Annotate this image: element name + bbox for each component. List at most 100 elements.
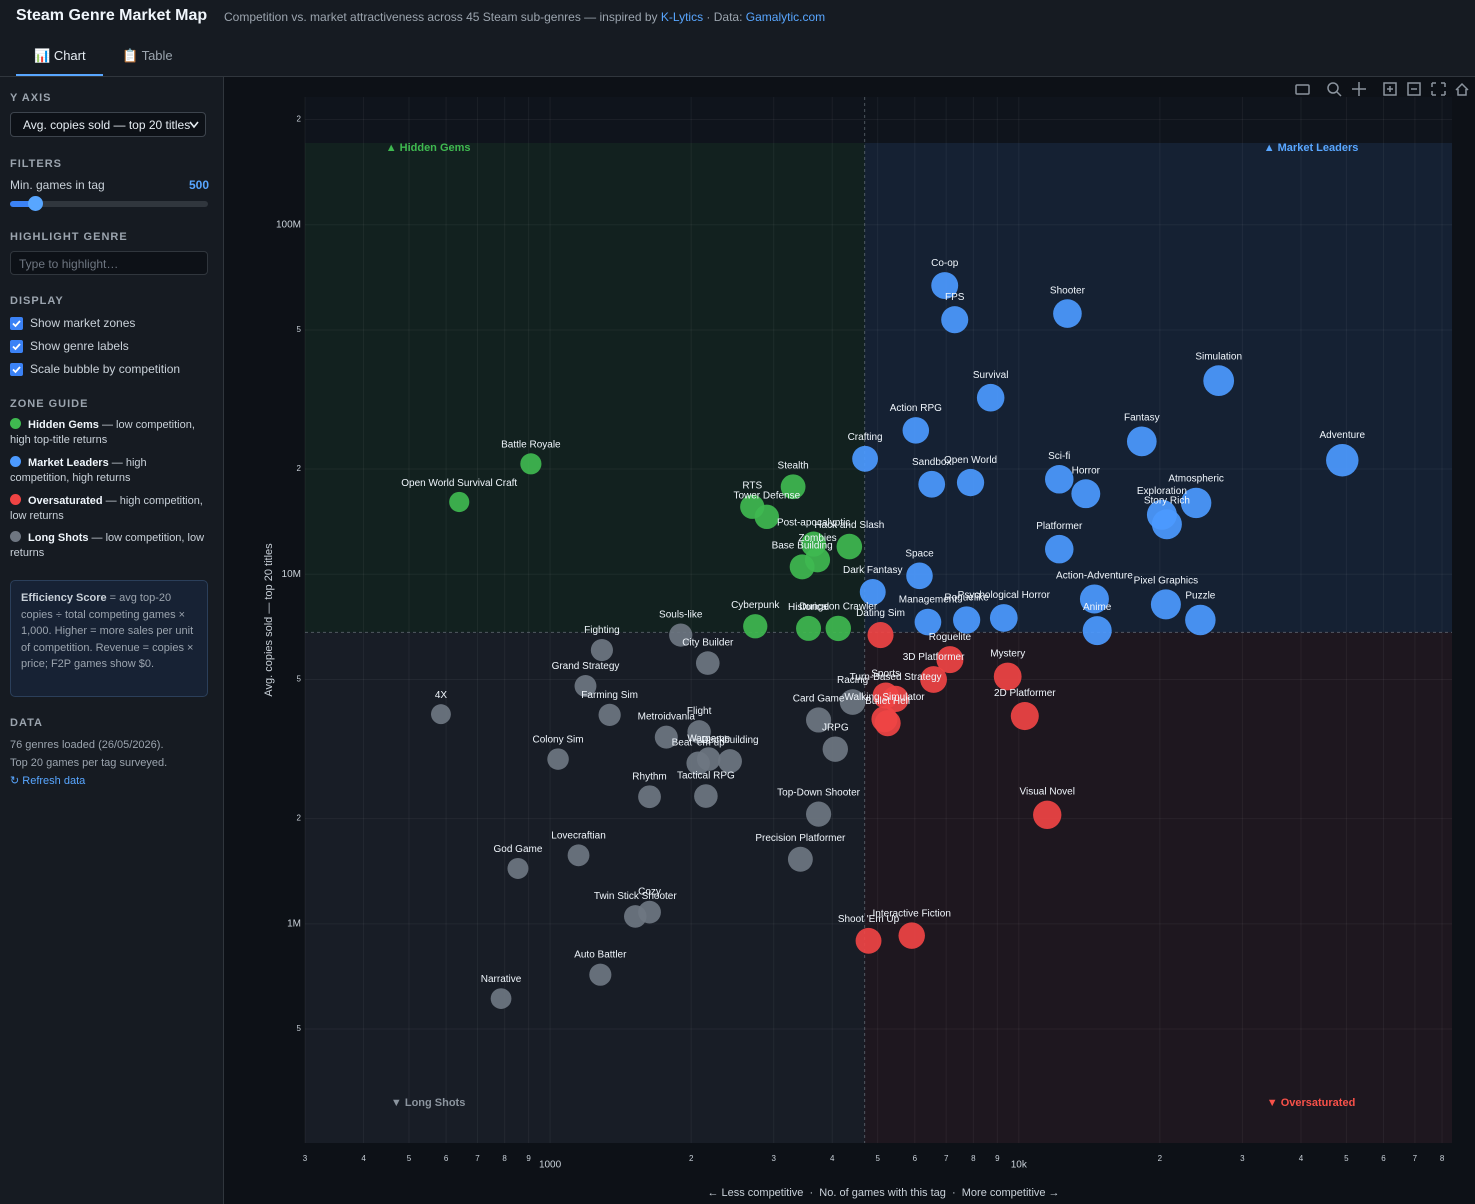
- genre-label: 3D Platformer: [903, 652, 965, 663]
- slider-thumb[interactable]: [28, 196, 43, 211]
- genre-bubble: [796, 615, 822, 641]
- genre-label: Beat 'em up: [672, 737, 725, 748]
- zone-description: — high competition, high returns: [10, 457, 147, 484]
- section-heading: DISPLAY: [10, 295, 64, 307]
- x-tick-label: 3: [1240, 1154, 1245, 1163]
- genre-bubble: [839, 689, 866, 715]
- checkbox[interactable]: [10, 363, 23, 376]
- y-tick-label: 5: [297, 1024, 302, 1033]
- pan-icon[interactable]: [1352, 82, 1366, 96]
- autoscale-icon[interactable]: [1431, 82, 1446, 96]
- y-tick-label: 1M: [287, 918, 301, 929]
- check: [12, 343, 21, 351]
- genre-label: Flight: [687, 706, 712, 717]
- subtitle: Competition vs. market attractiveness ac…: [224, 10, 825, 24]
- x-tick-label: 5: [407, 1154, 412, 1163]
- tab[interactable]: 📊 Chart: [34, 48, 86, 64]
- genre-bubble: [574, 675, 597, 697]
- genre-bubble: [1010, 702, 1039, 731]
- x-tick-label: 8: [1440, 1154, 1445, 1163]
- genre-label: Turn-Based Strategy: [850, 672, 942, 683]
- genre-label: Shoot 'Em Up: [838, 914, 900, 925]
- genre-label: Auto Battler: [574, 950, 627, 961]
- toolbar: [1295, 82, 1469, 97]
- genre-bubble: [687, 720, 711, 744]
- genre-bubble: [836, 533, 863, 560]
- genre-label: Racing: [837, 675, 868, 686]
- x-tick-label: 4: [830, 1154, 835, 1163]
- checkbox-label: Scale bubble by competition: [30, 362, 181, 376]
- genre-label: Deckbuilding: [701, 735, 758, 746]
- genre-bubble: [874, 710, 901, 737]
- x-tick-label: 3: [771, 1154, 776, 1163]
- genre-bubble: [1180, 487, 1212, 519]
- genre-label: Platformer: [1036, 521, 1083, 532]
- genre-bubble: [696, 747, 721, 771]
- checkbox[interactable]: [10, 340, 23, 353]
- app-title: Steam Genre Market Map: [16, 7, 208, 24]
- genre-bubble: [806, 801, 832, 827]
- genre-bubble: [806, 707, 832, 733]
- check: [12, 366, 21, 374]
- genre-label: Space: [905, 549, 934, 560]
- x-tick-label: 6: [1381, 1154, 1386, 1163]
- section-heading: Y AXIS: [10, 92, 52, 104]
- x-tick-label: 7: [475, 1154, 480, 1163]
- chevron: [189, 121, 199, 129]
- y-tick-label: 10M: [282, 569, 301, 580]
- checkbox[interactable]: [10, 317, 23, 330]
- zone-label: ▼ Long Shots: [391, 1097, 465, 1109]
- zoom-icon[interactable]: [1327, 82, 1339, 94]
- genre-bubble: [1150, 589, 1181, 620]
- plot-background: [305, 97, 1452, 1143]
- checkbox-label: Show market zones: [30, 316, 136, 330]
- genre-label: Dungeon Crawler: [799, 602, 877, 613]
- link[interactable]: K-Lytics: [660, 10, 704, 24]
- header: Steam Genre Market Map Competition vs. m…: [0, 0, 1475, 34]
- camera-icon[interactable]: [1295, 84, 1310, 95]
- zoom-in-icon[interactable]: [1383, 82, 1397, 96]
- genre-bubble: [1326, 443, 1359, 477]
- genre-bubble: [449, 491, 470, 513]
- y-axis-select[interactable]: Avg. copies sold — top 20 titles: [10, 112, 206, 137]
- slider-track[interactable]: [10, 201, 208, 207]
- zone-label: ▲ Hidden Gems: [386, 142, 471, 154]
- zoom-out-icon[interactable]: [1407, 82, 1421, 96]
- genre-label: Top-Down Shooter: [777, 788, 860, 799]
- genre-label: Sandbox: [912, 457, 951, 468]
- genre-bubble: [780, 474, 806, 500]
- genre-bubble: [1045, 465, 1074, 494]
- plot: ▲ Hidden Gems ▲ Market Leaders ▼ Oversatur…: [263, 82, 1469, 1199]
- genre-label: Walking Simulator: [844, 692, 925, 703]
- x-tick-label: 9: [995, 1154, 1000, 1163]
- genre-bubble: [1203, 365, 1235, 397]
- home-icon[interactable]: [1455, 82, 1469, 96]
- x-tick-label: 8: [502, 1154, 507, 1163]
- term: Efficiency Score: [21, 592, 107, 604]
- genre-label: FPS: [945, 292, 965, 303]
- tab-bar: 📊 Chart 📋 Table: [0, 34, 1475, 77]
- zone-guide-item: Hidden Gems — low competition, high top-…: [10, 418, 208, 448]
- genre-bubble: [859, 579, 886, 605]
- highlight-input[interactable]: Type to highlight…: [10, 251, 208, 275]
- genre-bubble: [920, 666, 947, 693]
- link[interactable]: Gamalytic.com: [745, 10, 826, 24]
- genre-bubble: [976, 383, 1005, 412]
- zone-dot: [10, 456, 21, 467]
- x-tick-label: 9: [526, 1154, 531, 1163]
- x-tick-label: 6: [444, 1154, 449, 1163]
- genre-label: Bullet Hell: [865, 696, 910, 707]
- genre-label: Post-apocalyptic: [777, 518, 850, 529]
- genre-bubble: [754, 504, 780, 530]
- tab[interactable]: 📋 Table: [122, 48, 173, 64]
- genre-bubble: [956, 468, 985, 497]
- zone-guide-item: Market Leaders — high competition, high …: [10, 456, 208, 486]
- note-text: = avg top-20 copies ÷ total competing ga…: [21, 592, 194, 670]
- genre-label: Zombies: [798, 533, 836, 544]
- genre-bubble: [589, 963, 612, 986]
- refresh-link[interactable]: ↻ Refresh data: [10, 775, 86, 787]
- genre-bubble: [1126, 426, 1157, 457]
- checkbox-label: Show genre labels: [30, 339, 129, 353]
- x-tick-label: 4: [361, 1154, 366, 1163]
- genre-label: Base Building: [772, 540, 833, 551]
